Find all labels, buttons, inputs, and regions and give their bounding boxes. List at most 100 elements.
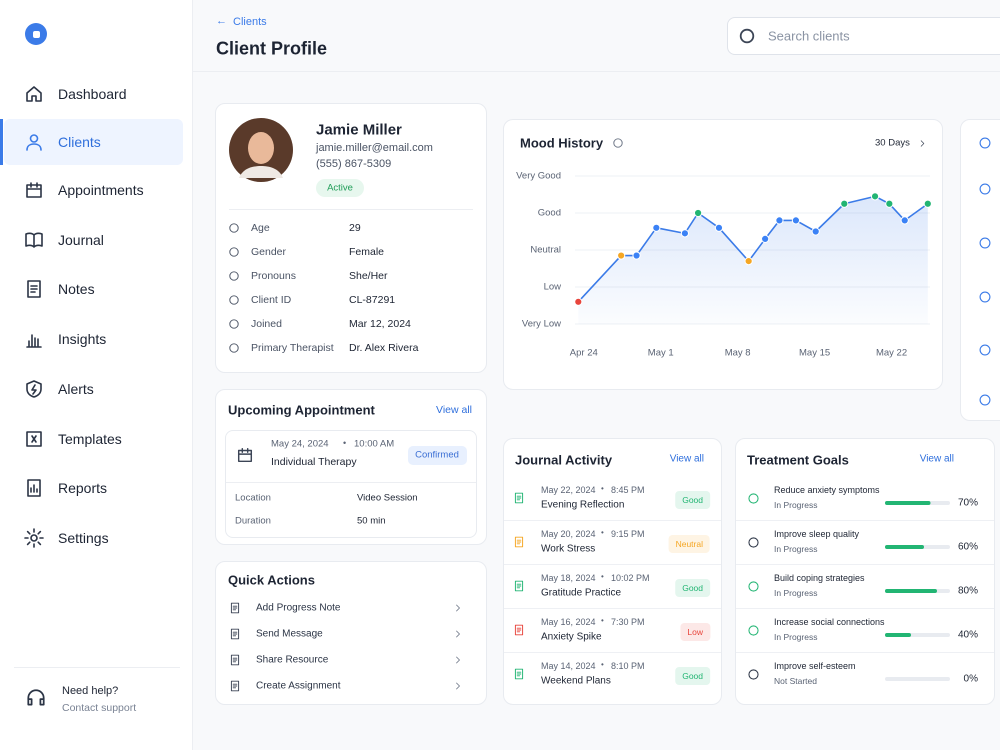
nav-item[interactable]: Notes <box>58 281 95 297</box>
nav-item[interactable]: Journal <box>58 232 104 248</box>
entry-title[interactable]: Anxiety Spike <box>541 631 602 643</box>
confirmed-text: Confirmed <box>415 449 459 461</box>
appointment-divider <box>226 482 476 483</box>
progress-bar <box>885 501 931 505</box>
profile-divider <box>229 209 473 210</box>
panel-icon <box>979 137 991 149</box>
x-tick-label: May 8 <box>724 347 751 359</box>
client-phone: (555) 867-5309 <box>316 158 392 170</box>
goal-icon-shape <box>747 668 759 680</box>
field-icon-shape <box>229 295 239 305</box>
journal-icon <box>514 668 524 680</box>
mood-point <box>632 251 641 260</box>
panel-icon <box>979 183 991 195</box>
info-icon <box>613 138 623 148</box>
entry-title[interactable]: Gratitude Practice <box>541 587 622 599</box>
field-icon-shape <box>229 223 239 233</box>
x-tick-label: May 1 <box>647 347 674 359</box>
nav-icon-shape <box>25 232 43 248</box>
y-tick-label: Good <box>537 207 561 219</box>
action-icon-shape <box>230 602 240 614</box>
mood-pill: Good <box>675 579 710 597</box>
goals-view-all[interactable]: View all <box>919 453 954 465</box>
field-icon <box>229 271 239 281</box>
row-divider <box>504 608 721 609</box>
mood-point <box>617 251 626 260</box>
status-text: Active <box>327 182 353 194</box>
panel-icon-shape <box>979 237 991 249</box>
mood-point <box>680 229 690 238</box>
field-icon-shape <box>229 343 239 353</box>
nav-item[interactable]: Settings <box>58 530 109 546</box>
nav-item[interactable]: Dashboard <box>58 86 127 102</box>
progress-bar <box>885 589 937 593</box>
side-panel <box>960 119 1000 421</box>
goal-icon-shape <box>747 624 759 636</box>
detail-label: Location <box>235 492 271 504</box>
action-item[interactable]: Create Assignment <box>256 680 341 692</box>
info-icon-shape <box>613 138 623 148</box>
appointment-date: May 24, 2024 <box>271 438 329 450</box>
status-pill <box>316 179 364 197</box>
nav-icon <box>26 182 42 198</box>
entry-title[interactable]: Work Stress <box>541 543 596 555</box>
row-divider <box>504 564 721 565</box>
action-icon <box>230 602 240 614</box>
goal-title: Reduce anxiety symptoms <box>774 485 880 495</box>
journal-view-all[interactable]: View all <box>669 453 704 465</box>
back-arrow[interactable]: Clients <box>233 16 267 28</box>
action-icon <box>230 654 240 666</box>
help-link[interactable]: Contact support <box>62 702 137 714</box>
mood-point <box>840 199 849 208</box>
chevron <box>456 604 460 612</box>
entry-title[interactable]: Evening Reflection <box>541 499 625 511</box>
progress-bar <box>885 633 911 637</box>
search-box[interactable] <box>727 17 1000 55</box>
nav-item[interactable]: Alerts <box>58 381 94 397</box>
goal-icon-shape <box>747 580 759 592</box>
action-item[interactable]: Share Resource <box>256 654 329 666</box>
action-item[interactable]: Add Progress Note <box>256 602 341 614</box>
progress-track <box>885 677 950 681</box>
field-icon-shape <box>229 271 239 281</box>
avatar-shirt <box>239 166 283 178</box>
nav-icon-shape <box>26 380 42 398</box>
progress-label: 0% <box>963 673 978 685</box>
range-select[interactable]: 30 Days <box>875 137 910 149</box>
mood-point <box>870 192 880 201</box>
nav-icon-shape <box>26 334 42 348</box>
back-arrow-icon: ← <box>216 15 227 27</box>
progress-label: 70% <box>957 497 978 509</box>
goals-title: Treatment Goals <box>747 452 849 468</box>
panel-icon <box>979 344 991 356</box>
panel-icon-shape <box>979 137 991 149</box>
chevron-shape <box>456 656 460 664</box>
nav-item[interactable]: Reports <box>58 480 108 496</box>
progress-bar <box>885 545 924 549</box>
detail-value: 50 min <box>357 515 386 527</box>
entry-date: May 14, 2024 <box>541 661 596 671</box>
field-icon <box>229 343 239 353</box>
nav-icon <box>26 134 42 151</box>
journal-icon <box>514 624 524 636</box>
row-divider <box>736 520 994 521</box>
mood-point <box>693 208 703 218</box>
field-icon-shape <box>229 319 239 329</box>
mood-pill: Neutral <box>668 535 710 553</box>
quick-actions-title: Quick Actions <box>228 572 315 588</box>
action-item[interactable]: Send Message <box>256 628 323 640</box>
nav-icon-shape <box>27 479 41 497</box>
nav-item[interactable]: Templates <box>58 431 122 447</box>
field-value: Female <box>349 246 385 258</box>
nav-item[interactable]: Appointments <box>58 182 144 198</box>
nav-item[interactable]: Clients <box>58 134 101 150</box>
field-value: Dr. Alex Rivera <box>349 342 419 354</box>
field-value: 29 <box>349 222 361 234</box>
view-all[interactable]: View all <box>436 404 472 416</box>
progress-label: 40% <box>957 629 978 641</box>
nav-item[interactable]: Insights <box>58 331 107 347</box>
nav-icon-shape <box>26 134 42 151</box>
row-divider <box>504 652 721 653</box>
entry-title[interactable]: Weekend Plans <box>541 675 611 687</box>
